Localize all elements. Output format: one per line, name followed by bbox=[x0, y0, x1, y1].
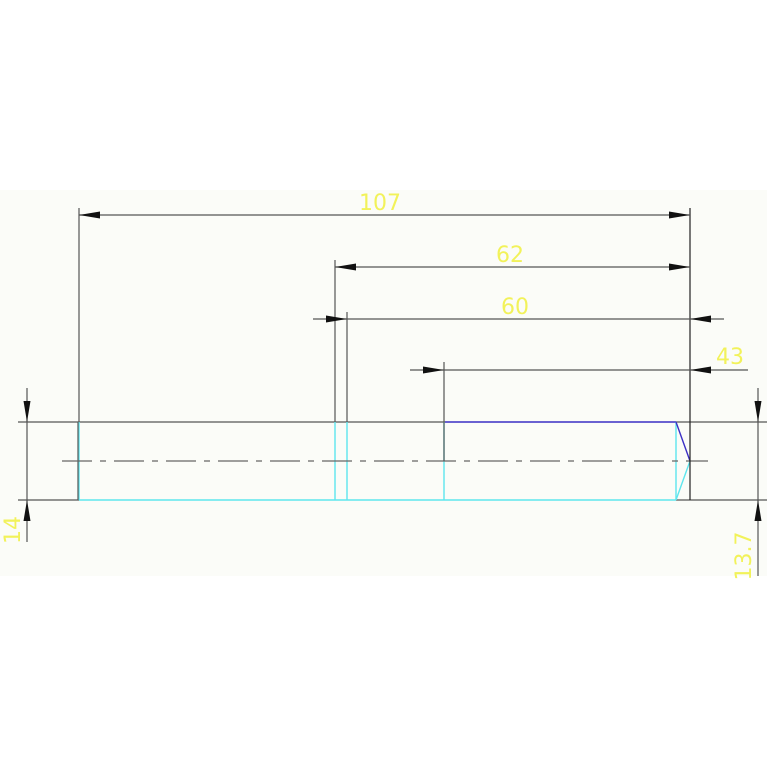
dimension-62: 62 bbox=[335, 243, 690, 271]
dimension-text: 107 bbox=[359, 191, 401, 216]
dimension-text: 14 bbox=[1, 516, 26, 544]
chamfer-bottom bbox=[675, 460, 691, 501]
dimension-13-7: 13.7 bbox=[732, 388, 762, 580]
arrow-icon bbox=[23, 401, 31, 422]
dimension-text: 13.7 bbox=[732, 532, 757, 581]
dimension-text: 62 bbox=[496, 243, 524, 268]
arrow-icon bbox=[754, 401, 762, 422]
arrow-icon bbox=[23, 500, 31, 521]
arrow-icon bbox=[335, 263, 356, 271]
arrow-icon bbox=[754, 500, 762, 521]
dimension-14: 14 bbox=[1, 388, 31, 544]
dimension-text: 60 bbox=[501, 295, 529, 320]
arrow-icon bbox=[326, 315, 347, 323]
chamfer-top bbox=[675, 421, 691, 462]
drawing-area bbox=[0, 190, 767, 576]
arrow-icon bbox=[669, 211, 690, 219]
arrow-icon bbox=[669, 263, 690, 271]
dimension-60: 60 bbox=[313, 295, 724, 323]
arrow-icon bbox=[423, 366, 444, 374]
arrow-icon bbox=[690, 366, 711, 374]
dimension-text: 43 bbox=[716, 345, 744, 370]
arrow-icon bbox=[690, 315, 711, 323]
arrow-icon bbox=[79, 211, 100, 219]
dimension-107: 107 bbox=[79, 191, 690, 219]
dimension-43: 43 bbox=[410, 345, 748, 374]
extension-lines bbox=[78, 208, 691, 500]
